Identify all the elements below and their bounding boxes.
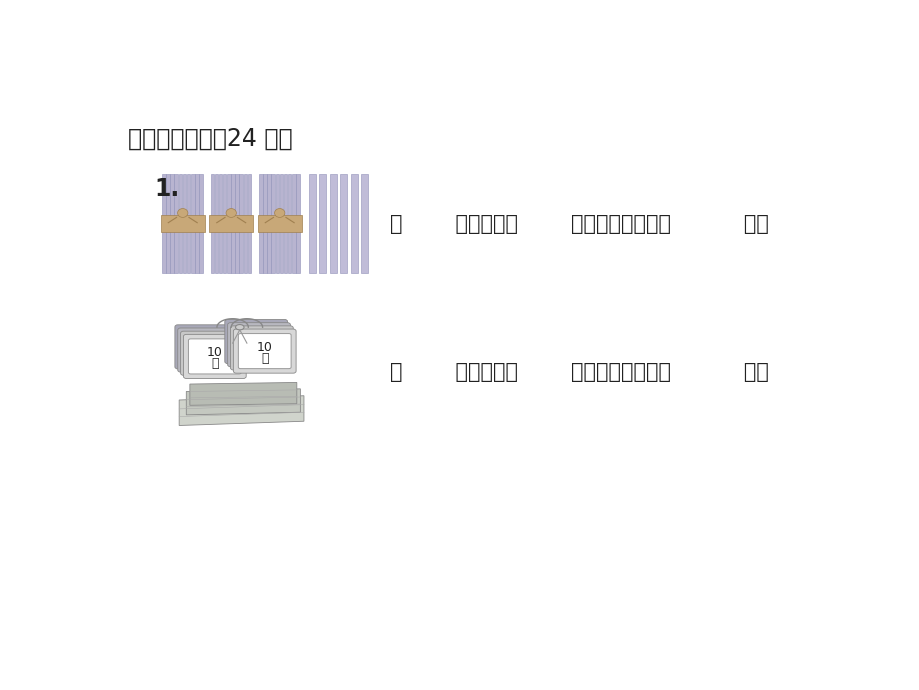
Bar [214,175,218,273]
Bar [231,175,234,273]
Bar [271,175,275,273]
Bar [162,175,165,273]
Bar [178,175,182,273]
Text: 1.: 1. [154,177,179,201]
Bar [244,175,247,273]
Bar [175,175,177,273]
Bar [276,175,278,273]
Bar [340,175,346,273]
FancyBboxPatch shape [238,333,290,368]
Bar [170,175,174,273]
Bar [219,175,222,273]
Bar [195,175,199,273]
FancyBboxPatch shape [180,331,243,375]
Ellipse shape [235,324,244,330]
Bar [235,175,239,273]
Bar [263,175,267,273]
FancyBboxPatch shape [227,323,290,367]
FancyBboxPatch shape [224,319,288,364]
Bar [296,175,300,273]
Bar [227,175,231,273]
FancyBboxPatch shape [231,326,293,370]
Bar [257,215,301,233]
FancyBboxPatch shape [188,339,241,374]
Text: （        ）个十和（        ）个一合起来是（           ）。: （ ）个十和（ ）个一合起来是（ ）。 [389,362,767,382]
Bar [288,175,291,273]
Polygon shape [189,382,297,405]
Bar [191,175,194,273]
Bar [187,175,190,273]
Bar [267,175,270,273]
Polygon shape [179,396,303,426]
FancyBboxPatch shape [183,335,246,379]
Text: 10: 10 [207,346,222,359]
Polygon shape [186,389,300,415]
Bar [330,175,336,273]
Bar [247,175,251,273]
Bar [222,175,226,273]
Bar [183,175,186,273]
Bar [161,215,205,233]
FancyBboxPatch shape [177,328,240,372]
Bar [284,175,287,273]
Bar [199,175,202,273]
Bar [209,215,253,233]
Text: 本: 本 [261,352,268,364]
FancyBboxPatch shape [233,329,296,373]
Bar [319,175,326,273]
Bar [350,175,357,273]
Bar [279,175,283,273]
Bar [292,175,295,273]
Ellipse shape [274,208,285,217]
Bar [309,175,315,273]
Text: 本: 本 [210,357,219,370]
Text: （        ）个十和（        ）个一合起来是（           ）；: （ ）个十和（ ）个一合起来是（ ）； [389,214,767,234]
Text: 一、填一填。（24 分）: 一、填一填。（24 分） [128,126,292,150]
Bar [239,175,243,273]
Text: 10: 10 [256,341,272,354]
Bar [166,175,169,273]
FancyBboxPatch shape [175,325,237,369]
Ellipse shape [226,208,236,217]
Bar [361,175,368,273]
Bar [210,175,214,273]
Bar [259,175,262,273]
Ellipse shape [177,208,187,217]
